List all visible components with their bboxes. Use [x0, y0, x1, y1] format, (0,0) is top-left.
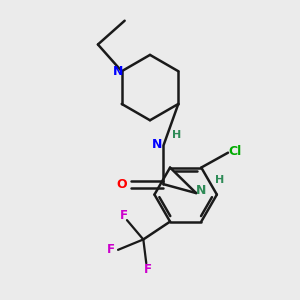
Text: N: N: [113, 65, 123, 78]
Text: O: O: [116, 178, 127, 191]
Text: F: F: [144, 263, 152, 276]
Text: N: N: [152, 138, 163, 151]
Text: N: N: [195, 184, 206, 196]
Text: H: H: [215, 175, 225, 185]
Text: F: F: [120, 209, 128, 222]
Text: F: F: [106, 243, 115, 256]
Text: Cl: Cl: [229, 145, 242, 158]
Text: H: H: [172, 130, 182, 140]
